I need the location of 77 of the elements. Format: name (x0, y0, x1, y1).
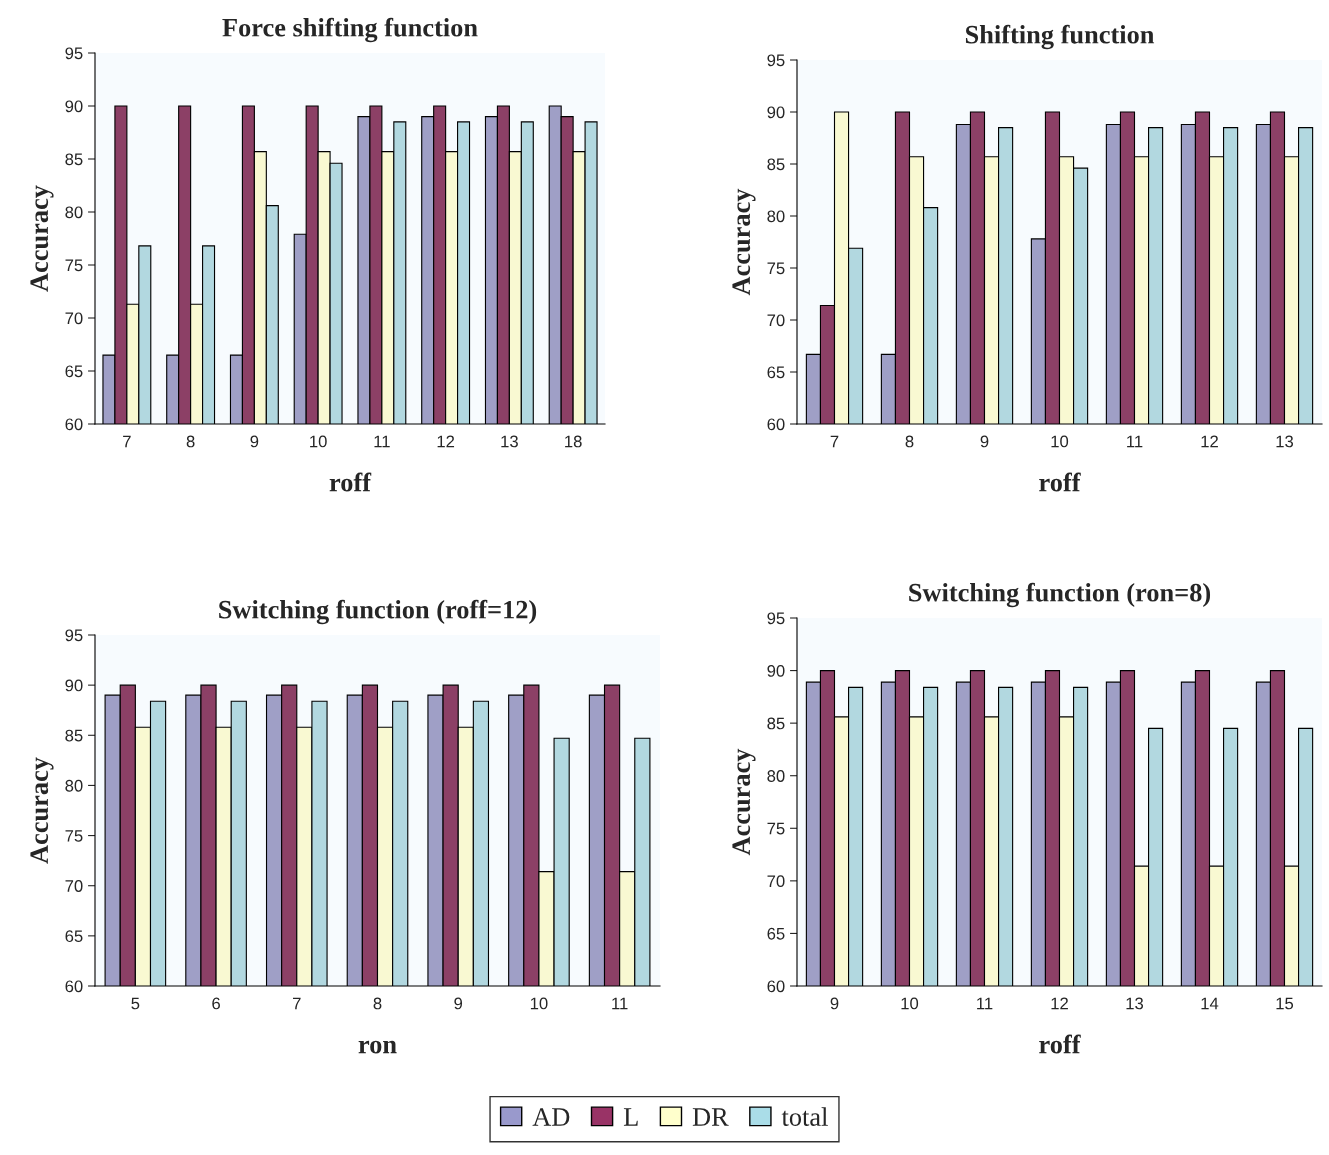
chart-title: Shifting function (965, 24, 1155, 50)
y-tick-label: 85 (65, 729, 83, 742)
y-tick-label: 85 (767, 158, 785, 171)
y-tick-label: 75 (65, 259, 83, 272)
y-tick-label: 90 (767, 664, 785, 677)
x-tick-label: 11 (977, 997, 993, 1010)
legend-label: DR (692, 1108, 729, 1126)
x-tick-label: 7 (830, 435, 839, 448)
x-tick-label: 12 (1201, 435, 1218, 448)
y-tick-label: 65 (65, 930, 83, 943)
y-tick-label: 60 (767, 418, 785, 431)
chart-title: Switching function (roff=12) (219, 599, 537, 625)
y-tick-label: 70 (65, 880, 83, 892)
y-tick-label: 95 (65, 47, 83, 60)
x-tick-label: 9 (454, 997, 463, 1010)
x-tick-label: 9 (250, 435, 259, 448)
x-tick-label: 13 (1276, 435, 1294, 448)
y-tick-label: 85 (767, 717, 785, 730)
y-tick-label: 60 (65, 418, 83, 431)
x-tick-label: 15 (1276, 997, 1294, 1010)
y-tick-label: 90 (65, 100, 83, 113)
x-tick-label: 9 (830, 997, 839, 1010)
y-tick-label: 95 (767, 54, 785, 67)
x-axis-title: roff (329, 472, 372, 492)
x-tick-label: 14 (1201, 997, 1219, 1010)
y-axis-title: Accuracy (732, 188, 756, 296)
y-tick-label: 65 (767, 366, 785, 379)
chart-title: Force shifting function (222, 17, 478, 43)
y-tick-label: 65 (767, 927, 785, 940)
y-tick-label: 90 (65, 679, 83, 692)
x-tick-label: 11 (374, 435, 390, 448)
y-tick-label: 65 (65, 365, 83, 378)
x-tick-label: 10 (530, 997, 548, 1010)
x-tick-label: 13 (1126, 997, 1144, 1010)
x-tick-label: 9 (980, 435, 989, 448)
x-tick-label: 8 (186, 435, 195, 448)
legend-label: total (781, 1107, 828, 1126)
y-tick-label: 60 (767, 980, 785, 993)
x-tick-label: 8 (373, 997, 382, 1010)
x-tick-label: 7 (123, 435, 131, 448)
x-tick-label: 8 (905, 435, 914, 448)
y-axis-title: Accuracy (30, 185, 54, 292)
x-tick-label: 7 (293, 997, 301, 1010)
x-tick-label: 10 (310, 435, 327, 448)
y-tick-label: 60 (65, 980, 83, 993)
x-tick-label: 12 (437, 435, 455, 448)
x-tick-label: 11 (1127, 435, 1143, 448)
x-tick-label: 5 (131, 997, 140, 1010)
y-tick-label: 95 (65, 629, 83, 642)
y-tick-label: 80 (65, 206, 83, 219)
y-tick-label: 70 (65, 312, 83, 325)
y-tick-label: 70 (767, 875, 785, 888)
y-tick-label: 70 (767, 314, 785, 327)
y-axis-title: Accuracy (30, 757, 54, 864)
x-tick-label: 10 (901, 997, 919, 1010)
chart-title: Switching function (ron=8) (909, 582, 1211, 608)
y-axis-title: Accuracy (732, 748, 756, 856)
y-tick-label: 80 (767, 770, 785, 782)
x-axis-title: ron (358, 1040, 397, 1054)
x-tick-label: 11 (612, 997, 628, 1010)
x-tick-label: 10 (1051, 435, 1069, 448)
y-tick-label: 95 (767, 612, 785, 625)
legend-label: L (623, 1108, 638, 1126)
y-tick-label: 85 (65, 153, 83, 166)
y-tick-label: 75 (767, 822, 785, 835)
y-tick-label: 80 (65, 779, 83, 792)
x-tick-label: 18 (565, 435, 582, 448)
x-tick-label: 12 (1051, 997, 1068, 1010)
x-axis-title: roff (1039, 1034, 1081, 1054)
y-tick-label: 75 (65, 830, 83, 842)
x-axis-title: roff (1039, 472, 1081, 492)
x-tick-label: 6 (212, 997, 220, 1010)
legend-label: AD (532, 1108, 570, 1126)
x-tick-label: 13 (501, 435, 518, 448)
y-tick-label: 75 (767, 262, 785, 275)
y-tick-label: 80 (767, 210, 785, 223)
y-tick-label: 90 (767, 106, 785, 119)
